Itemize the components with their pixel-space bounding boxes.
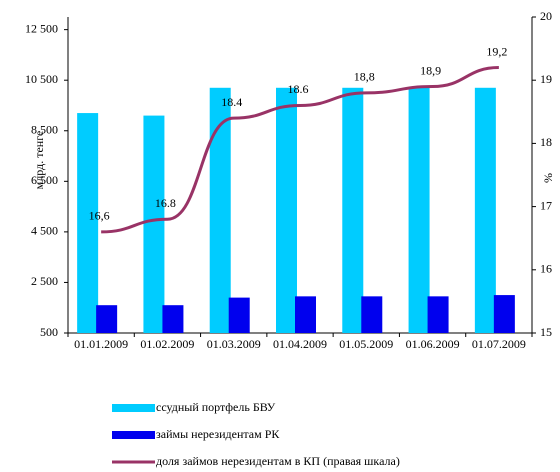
y2-tick-label: 15 bbox=[540, 325, 552, 339]
bar bbox=[276, 87, 297, 333]
line bbox=[101, 66, 499, 234]
bar bbox=[209, 87, 231, 333]
bar bbox=[474, 87, 496, 333]
data-label: 19,2 bbox=[486, 44, 507, 58]
bar bbox=[295, 296, 316, 333]
data-label: 16,6 bbox=[89, 209, 110, 223]
y-tick-label: 4 500 bbox=[31, 224, 58, 238]
data-label: 18,9 bbox=[420, 63, 441, 77]
y2-tick-label: 18 bbox=[540, 135, 552, 149]
y-tick-label: 500 bbox=[40, 325, 58, 339]
data-label: 18.4 bbox=[221, 95, 242, 109]
x-tick-label: 01.06.2009 bbox=[406, 337, 460, 351]
bar bbox=[342, 87, 364, 333]
legend-label: доля займов нерезидентам в КП (правая шк… bbox=[156, 454, 400, 468]
y-tick-label: 10 500 bbox=[25, 72, 58, 86]
y2-tick-label: 19 bbox=[540, 72, 552, 86]
legend-swatch bbox=[112, 404, 155, 412]
bar bbox=[162, 305, 184, 333]
x-tick-label: 01.03.2009 bbox=[207, 337, 261, 351]
x-tick-label: 01.05.2009 bbox=[339, 337, 393, 351]
bar bbox=[77, 113, 99, 334]
bar bbox=[493, 295, 515, 333]
y-tick-label: 12 500 bbox=[25, 21, 58, 35]
bar bbox=[228, 297, 250, 333]
bar bbox=[427, 296, 449, 333]
data-label: 18.6 bbox=[288, 82, 309, 96]
y-tick-label: 6 500 bbox=[31, 173, 58, 187]
y2-tick-label: 20 bbox=[540, 9, 552, 23]
legend-label: займы нерезидентам РК bbox=[156, 427, 280, 441]
x-tick-label: 01.02.2009 bbox=[140, 337, 194, 351]
bar bbox=[361, 296, 383, 333]
legend-swatch bbox=[112, 431, 155, 439]
bar bbox=[96, 305, 118, 333]
data-label: 18,8 bbox=[354, 70, 375, 84]
y2-tick-label: 16 bbox=[540, 262, 552, 276]
x-tick-label: 01.04.2009 bbox=[273, 337, 327, 351]
y-axis-label: млрд. тенге bbox=[32, 131, 46, 190]
y-tick-label: 2 500 bbox=[31, 274, 58, 288]
bar bbox=[408, 87, 430, 333]
data-label: 16.8 bbox=[155, 196, 176, 210]
y2-tick-label: 17 bbox=[540, 198, 552, 212]
x-tick-label: 01.07.2009 bbox=[472, 337, 526, 351]
legend-label: ссудный портфель БВУ bbox=[156, 400, 276, 414]
x-tick-label: 01.01.2009 bbox=[74, 337, 128, 351]
y-tick-label: 8 500 bbox=[31, 123, 58, 137]
bar bbox=[143, 115, 165, 333]
y2-axis-label: % bbox=[541, 173, 555, 183]
